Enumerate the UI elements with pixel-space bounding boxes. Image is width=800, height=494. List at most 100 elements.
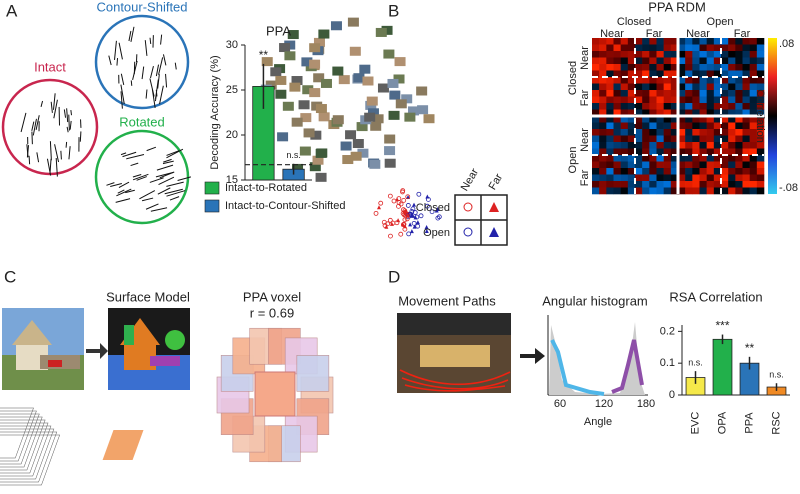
stroke (35, 115, 40, 131)
rdm-cell (749, 116, 758, 123)
rdm-cell (728, 64, 736, 71)
rdm-cell (599, 135, 607, 143)
mds-point (429, 209, 435, 215)
rdm-cell (613, 174, 621, 182)
rdm-cell (635, 161, 643, 169)
rdm-cell (706, 168, 715, 175)
rdm-group: Open (707, 16, 734, 28)
rdm-cell (592, 135, 600, 143)
rdm-cell (642, 122, 650, 130)
rdm-cell (599, 64, 607, 71)
rdm-cell (592, 83, 600, 91)
stroke (130, 162, 139, 167)
rdm-cell (721, 44, 729, 52)
rdm-cell (627, 44, 636, 52)
rdm-cell (656, 168, 664, 175)
rdm-cell (670, 83, 679, 91)
stroke (157, 187, 171, 195)
rdm-cell (627, 103, 636, 110)
rdm-cell (713, 90, 722, 97)
rdm-cell (613, 90, 621, 97)
thumbnail (393, 74, 405, 84)
rdm-cell (756, 174, 765, 182)
thumbnail (366, 96, 378, 106)
rdm-cell (749, 57, 758, 65)
rdm-cell (742, 38, 750, 45)
stroke (31, 121, 35, 131)
rdm-cell (635, 168, 643, 175)
stimulus-intact (1, 78, 99, 176)
rdm-cell (670, 109, 679, 117)
rdm-cell (699, 135, 707, 143)
rdm-cell (728, 70, 736, 78)
rdm-cell (678, 38, 686, 45)
rdm-cell (620, 116, 629, 123)
rdm-cell (649, 148, 657, 156)
rdm-cell (713, 38, 722, 45)
rdm-cell (613, 64, 621, 71)
rdm-cell (649, 38, 657, 45)
rdm-cell (620, 187, 629, 195)
rdm-cell (649, 83, 657, 91)
thumbnail (401, 94, 413, 104)
rdm-cell (599, 148, 607, 156)
rdm-cell (656, 161, 664, 169)
rdm-cell (656, 187, 664, 195)
rdm-cell (699, 168, 707, 175)
rdm-cell (756, 103, 765, 110)
rdm-cell (728, 135, 736, 143)
rdm-cell (735, 187, 743, 195)
rdm-cell (706, 187, 715, 195)
rdm-cell (749, 51, 758, 58)
rdm-cell (656, 109, 664, 117)
rdm-cell (749, 168, 758, 175)
significance: n.s. (769, 370, 784, 380)
rdm-cell (692, 122, 700, 130)
rdm-cell (756, 51, 765, 58)
rdm-cell (642, 103, 650, 110)
rdm-cell (742, 122, 750, 130)
mds-point (401, 198, 407, 203)
rdm-cell (663, 44, 672, 52)
rdm-cell (642, 51, 650, 58)
thumbnail (315, 172, 327, 182)
rdm-cell (627, 116, 636, 123)
rdm-cell (642, 57, 650, 65)
rdm-cell (706, 103, 715, 110)
stroke (177, 176, 192, 182)
rdm-cell (728, 44, 736, 52)
stroke (120, 84, 125, 105)
stroke (160, 34, 163, 45)
stroke (108, 55, 112, 66)
rdm-sub: Near (579, 128, 591, 152)
panel-label: A (6, 1, 18, 20)
rdm-cell (749, 155, 758, 162)
rdm-cell (749, 187, 758, 195)
rdm-cell (649, 116, 657, 123)
rdm-cell (649, 103, 657, 110)
rdm-group: Closed (617, 16, 651, 28)
rdm-cell (685, 77, 693, 84)
rdm-cell (613, 135, 621, 143)
rdm-cell (627, 155, 636, 162)
rdm-cell (699, 122, 707, 130)
key-row: Open (423, 227, 450, 239)
rdm-cell (656, 51, 664, 58)
rdm-cell (670, 96, 679, 104)
rdm-cell (649, 174, 657, 182)
stroke (174, 62, 177, 70)
stroke (52, 93, 56, 110)
mds-point (387, 217, 393, 223)
rdm-cell (721, 96, 729, 104)
y-axis-label: Decoding Accuracy (%) (209, 55, 221, 169)
rdm-cell (627, 64, 636, 71)
rdm-cell (706, 64, 715, 71)
rdm-cell (735, 122, 743, 130)
rdm-cell (635, 187, 643, 195)
rdm-cell (592, 90, 600, 97)
rdm-cell (749, 129, 758, 136)
thumbnail (287, 30, 299, 40)
thumbnail (282, 101, 294, 111)
stroke (60, 150, 62, 160)
rdm-cell (606, 64, 614, 71)
